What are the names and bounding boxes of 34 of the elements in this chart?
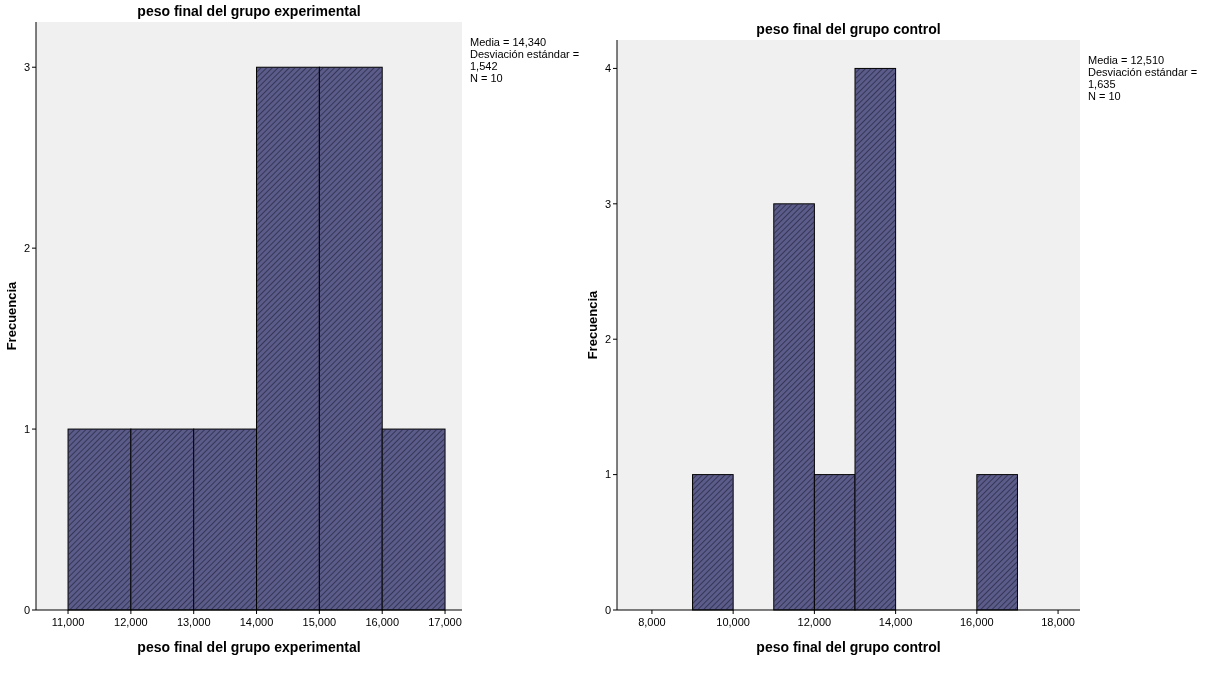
y-axis-title: Frecuencia (4, 280, 19, 351)
x-tick-label: 12,000 (797, 616, 832, 628)
x-tick-label: 12,000 (114, 616, 148, 628)
x-tick-label: 10,000 (716, 616, 750, 628)
chart-title: peso final del grupo experimental (137, 3, 361, 19)
y-tick-label: 3 (604, 197, 611, 210)
x-tick-label: 14,000 (878, 616, 913, 628)
chart-title: peso final del grupo control (756, 21, 941, 37)
text: Media = 14,340 (470, 36, 547, 48)
x-tick-label: 13,000 (176, 616, 211, 628)
x-axis-title: peso final del grupo control (756, 639, 941, 655)
text: N = 10 (470, 72, 503, 84)
y-tick-label: 1 (604, 468, 611, 481)
x-tick-label: 16,000 (960, 616, 994, 628)
y-tick-label: 2 (23, 242, 30, 254)
x-tick-label: 11,000 (51, 616, 85, 628)
text: Desviación estándar = 1,635 (1088, 66, 1198, 90)
y-tick-label: 0 (23, 603, 30, 616)
y-tick-label: 2 (604, 333, 611, 346)
x-tick-label: 14,000 (239, 616, 274, 628)
x-tick-label: 16,000 (365, 616, 400, 628)
x-axis-title: peso final del grupo experimental (137, 639, 361, 655)
text: Media = 12,510 (1088, 54, 1165, 66)
x-tick-label: 8,000 (638, 616, 666, 628)
y-tick-label: 3 (23, 61, 30, 74)
y-tick-label: 1 (23, 422, 30, 435)
text: N = 10 (1088, 90, 1121, 102)
x-tick-label: 17,000 (428, 616, 462, 628)
x-tick-label: 15,000 (302, 616, 337, 628)
x-tick-label: 18,000 (1041, 616, 1075, 628)
y-tick-label: 0 (604, 603, 611, 616)
y-tick-label: 4 (604, 62, 611, 75)
y-axis-title: Frecuencia (585, 289, 600, 360)
text: Desviación estándar = 1,542 (470, 48, 580, 72)
